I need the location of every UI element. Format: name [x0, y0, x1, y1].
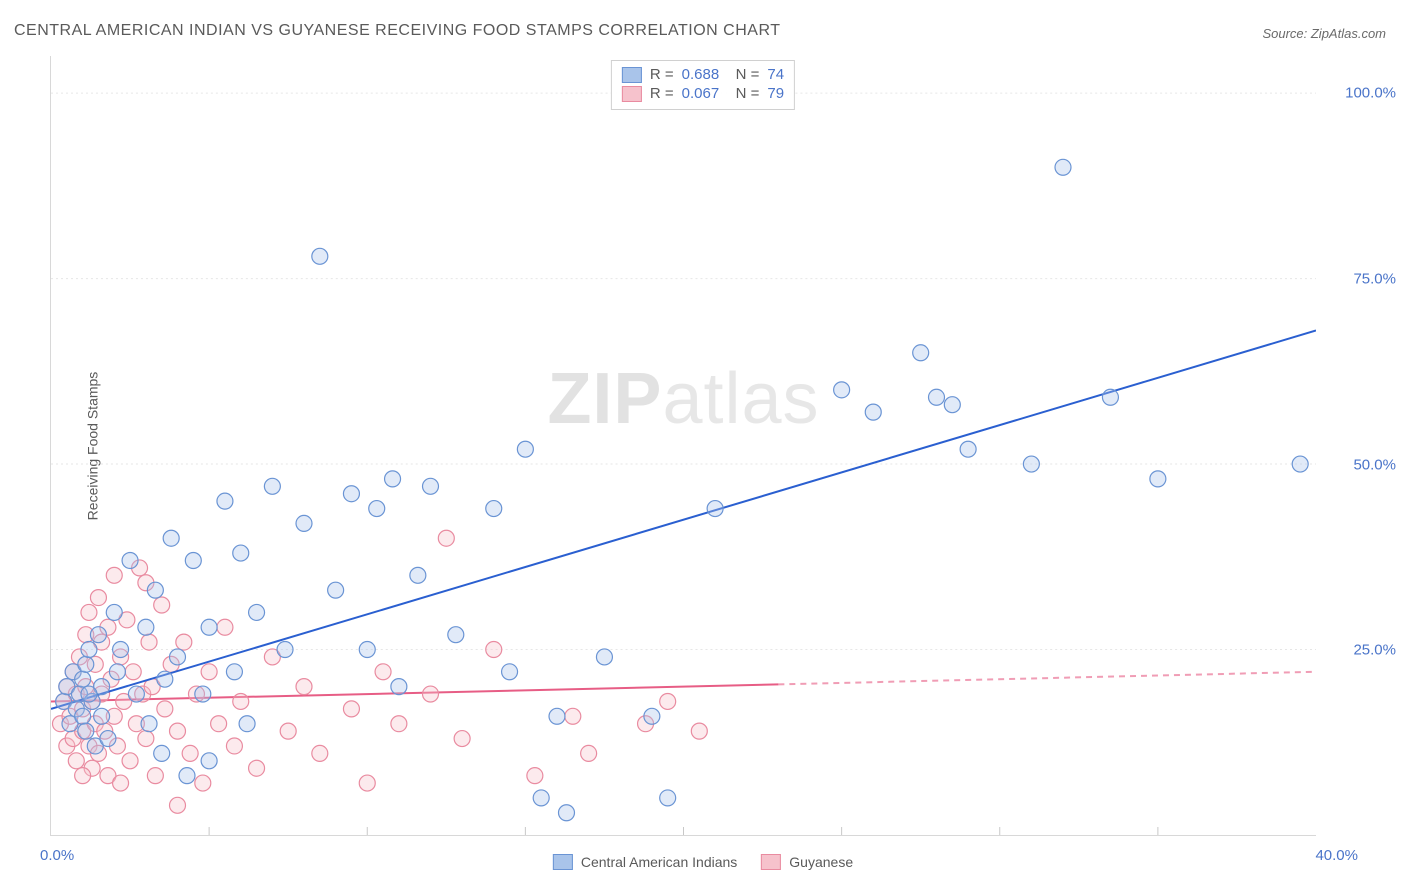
bottom-legend: Central American Indians Guyanese — [553, 854, 853, 870]
chart-title: CENTRAL AMERICAN INDIAN VS GUYANESE RECE… — [14, 22, 781, 40]
y-tick-50: 50.0% — [1353, 456, 1396, 473]
swatch-guy-2 — [761, 854, 781, 870]
y-tick-75: 75.0% — [1353, 270, 1396, 287]
x-tick-max: 40.0% — [1315, 847, 1358, 864]
swatch-cai — [622, 67, 642, 83]
y-tick-100: 100.0% — [1345, 85, 1396, 102]
source-label: Source: ZipAtlas.com — [1262, 26, 1386, 41]
swatch-guy — [622, 86, 642, 102]
y-tick-25: 25.0% — [1353, 642, 1396, 659]
x-tick-min: 0.0% — [40, 847, 74, 864]
scatter-plot — [51, 56, 1316, 835]
legend-item-cai: Central American Indians — [553, 854, 737, 870]
swatch-cai-2 — [553, 854, 573, 870]
plot-area: ZIPatlas — [50, 56, 1316, 836]
stats-row-guy: R = 0.067 N = 79 — [622, 84, 784, 103]
legend-item-guy: Guyanese — [761, 854, 853, 870]
stats-legend: R = 0.688 N = 74 R = 0.067 N = 79 — [611, 60, 795, 110]
stats-row-cai: R = 0.688 N = 74 — [622, 65, 784, 84]
